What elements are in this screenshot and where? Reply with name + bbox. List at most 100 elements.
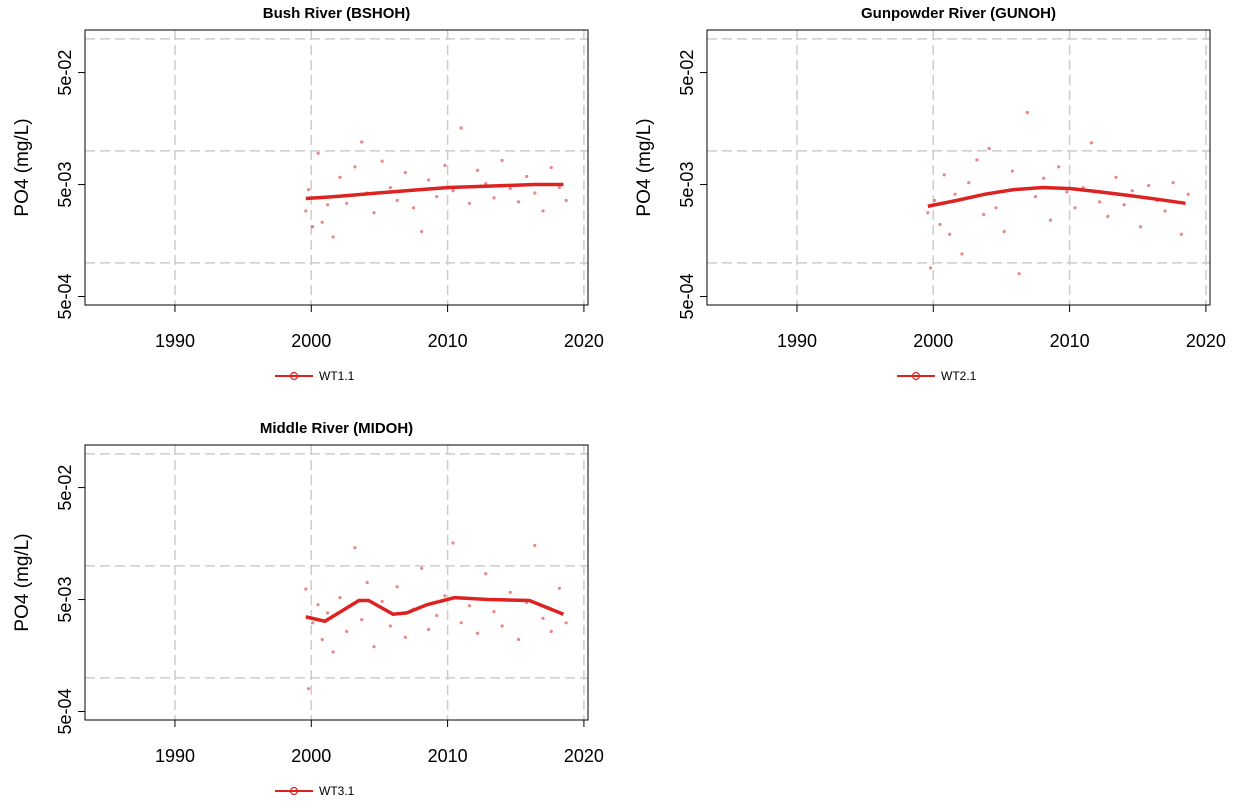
y-tick-label: 5e-02: [55, 465, 75, 511]
data-point: [1106, 214, 1110, 218]
data-point: [516, 200, 521, 204]
data-point: [557, 185, 561, 190]
data-point: [475, 168, 480, 172]
data-point: [960, 252, 964, 256]
data-point: [987, 146, 991, 151]
data-point: [928, 266, 933, 270]
data-point: [353, 165, 357, 169]
y-tick-label: 5e-03: [55, 162, 75, 208]
data-point: [331, 235, 335, 239]
data-point: [938, 222, 942, 227]
data-point: [982, 212, 986, 217]
x-tick-label: 2000: [291, 746, 331, 766]
x-tick-label: 1990: [155, 331, 195, 351]
data-point: [557, 586, 561, 590]
data-point: [360, 618, 364, 622]
data-point: [564, 621, 568, 625]
y-tick-label: 5e-04: [55, 688, 75, 734]
data-point: [380, 599, 384, 604]
data-point: [1114, 175, 1118, 179]
trend-line: [305, 182, 564, 201]
data-point: [451, 189, 455, 193]
legend-label: WT3.1: [319, 784, 355, 798]
y-tick-label: 5e-02: [677, 50, 697, 96]
data-point: [475, 631, 480, 635]
data-point: [549, 165, 553, 170]
y-axis-label: PO4 (mg/L): [634, 118, 655, 216]
data-point: [1073, 206, 1077, 210]
data-point: [435, 195, 439, 199]
data-point: [484, 572, 488, 576]
data-point: [533, 191, 537, 195]
data-point: [326, 203, 330, 207]
data-point: [311, 621, 315, 625]
y-tick-label: 5e-04: [677, 273, 697, 319]
plot-frame: [84, 29, 589, 306]
plot-frame: [84, 444, 589, 721]
chart-title: Gunpowder River (GUNOH): [861, 5, 1056, 22]
x-tick-label: 2000: [291, 331, 331, 351]
data-point: [564, 198, 568, 203]
data-point: [467, 201, 472, 205]
data-point: [1097, 200, 1102, 204]
data-point: [1065, 190, 1069, 194]
data-point: [492, 610, 496, 614]
data-point: [459, 621, 463, 625]
data-point: [459, 126, 463, 130]
data-point: [443, 163, 447, 168]
data-point: [1042, 176, 1046, 180]
data-point: [1025, 110, 1029, 115]
data-point: [1057, 165, 1061, 169]
data-point: [320, 637, 324, 642]
data-point: [306, 687, 311, 691]
y-tick-label: 5e-03: [677, 162, 697, 208]
data-point: [372, 211, 376, 215]
data-point: [403, 635, 407, 639]
data-point: [353, 546, 357, 550]
data-point: [443, 594, 447, 598]
data-point: [316, 151, 320, 155]
data-point: [1010, 169, 1014, 173]
chart-title: Middle River (MIDOH): [260, 420, 413, 437]
data-point: [326, 611, 330, 615]
data-point: [1002, 230, 1006, 234]
data-point: [1122, 203, 1126, 207]
data-point: [311, 225, 315, 229]
data-point: [345, 629, 349, 633]
data-point: [933, 198, 937, 203]
data-point: [331, 650, 335, 654]
y-tick-label: 5e-03: [55, 577, 75, 623]
data-point: [484, 181, 488, 186]
x-tick-label: 2010: [1050, 331, 1090, 351]
data-point: [304, 209, 308, 213]
data-point: [338, 596, 342, 600]
data-point: [1179, 232, 1183, 236]
data-point: [1048, 218, 1053, 222]
trend-line: [927, 185, 1186, 208]
data-point: [525, 174, 529, 179]
data-point: [516, 637, 521, 642]
x-tick-label: 2020: [564, 746, 604, 766]
data-point: [500, 158, 504, 163]
data-point: [345, 201, 349, 205]
data-point: [541, 616, 545, 620]
x-tick-label: 2020: [1186, 331, 1226, 351]
data-point: [395, 198, 399, 203]
data-point: [492, 196, 496, 200]
data-point: [426, 178, 431, 182]
data-point: [942, 173, 946, 177]
data-point: [420, 566, 424, 570]
data-point: [420, 230, 424, 234]
x-tick-label: 1990: [155, 746, 195, 766]
data-point: [403, 170, 407, 175]
legend-label: WT2.1: [941, 369, 977, 383]
data-point: [994, 206, 998, 210]
legend-label: WT1.1: [319, 369, 355, 383]
x-tick-label: 2010: [428, 746, 468, 766]
data-point: [948, 232, 952, 236]
y-axis-label: PO4 (mg/L): [12, 533, 33, 631]
data-point: [1147, 183, 1151, 188]
x-tick-label: 2010: [428, 331, 468, 351]
data-point: [1171, 181, 1175, 185]
data-point: [1033, 195, 1038, 199]
